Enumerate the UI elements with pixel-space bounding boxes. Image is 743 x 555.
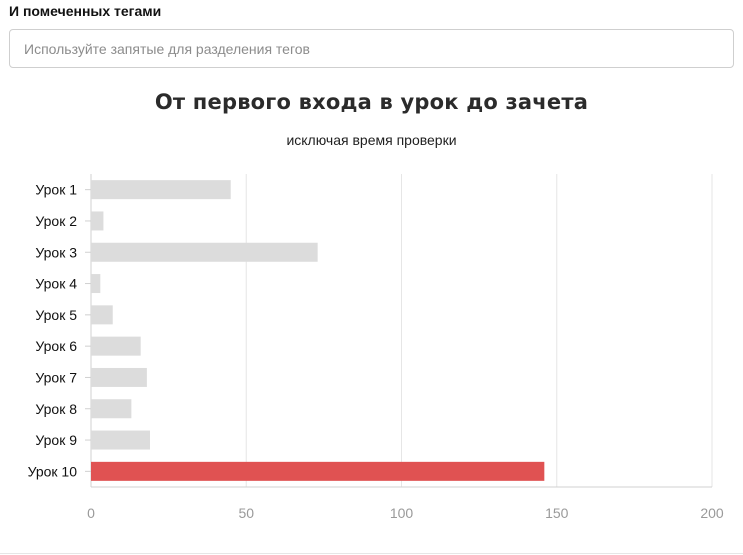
bar[interactable] (91, 211, 104, 231)
x-tick-label: 0 (87, 505, 95, 521)
tags-input[interactable] (9, 29, 734, 68)
grid-lines (85, 174, 713, 488)
bar[interactable] (91, 336, 141, 356)
bar-highlighted[interactable] (91, 461, 545, 481)
category-label: Урок 2 (35, 213, 77, 229)
category-label: Урок 9 (35, 432, 77, 448)
bar[interactable] (91, 430, 150, 450)
bar[interactable] (91, 305, 113, 325)
bars (91, 180, 545, 481)
bar[interactable] (91, 242, 318, 262)
category-label: Урок 1 (35, 182, 77, 198)
category-label: Урок 3 (35, 244, 77, 260)
category-label: Урок 4 (35, 276, 77, 292)
bar[interactable] (91, 399, 132, 419)
x-tick-label: 100 (390, 505, 414, 521)
category-label: Урок 6 (35, 338, 77, 354)
chart-title: От первого входа в урок до зачета (154, 90, 589, 114)
chart-subtitle: исключая время проверки (286, 132, 457, 148)
category-labels: Урок 1 Урок 2 Урок 3 Урок 4 Урок 5 Урок 6 Урок… (28, 182, 78, 480)
bar[interactable] (91, 274, 101, 294)
category-label: Урок 5 (35, 307, 77, 323)
bar[interactable] (91, 367, 147, 387)
x-tick-label: 200 (700, 505, 724, 521)
x-tick-label: 50 (238, 505, 254, 521)
bar-chart: Урок 1 Урок 2 Урок 3 Урок 4 Урок 5 Урок 6 Урок… (28, 174, 724, 521)
category-label: Урок 10 (28, 463, 78, 479)
tags-filter-label: И помеченных тегами (9, 3, 162, 19)
x-tick-label: 150 (545, 505, 569, 521)
category-label: Урок 8 (35, 401, 77, 417)
category-label: Урок 7 (35, 369, 77, 385)
bar[interactable] (91, 180, 231, 200)
x-tick-labels: 0 50 100 150 200 (87, 505, 724, 521)
divider (0, 553, 743, 554)
